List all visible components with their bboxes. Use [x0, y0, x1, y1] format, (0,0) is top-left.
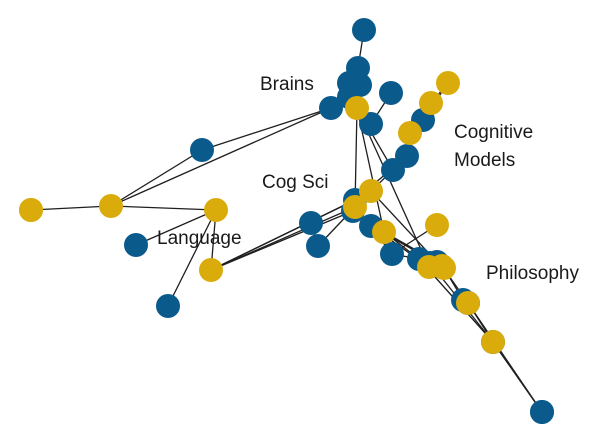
gold-node — [481, 330, 505, 354]
blue-node — [359, 112, 383, 136]
gold-node — [456, 291, 480, 315]
blue-node — [530, 400, 554, 424]
blue-node — [190, 138, 214, 162]
graph-edge — [30, 205, 112, 211]
graph-edge — [210, 199, 356, 271]
gold-node — [99, 194, 123, 218]
blue-node — [352, 18, 376, 42]
graph-edge — [210, 210, 354, 271]
graph-edge — [167, 209, 217, 307]
gold-node — [425, 213, 449, 237]
gold-node — [199, 258, 223, 282]
blue-node — [379, 81, 403, 105]
gold-node — [345, 96, 369, 120]
gold-node — [436, 71, 460, 95]
blue-node — [156, 294, 180, 318]
gold-node — [204, 198, 228, 222]
graph-edge — [110, 107, 332, 207]
blue-node — [381, 158, 405, 182]
blue-node — [306, 234, 330, 258]
blue-node — [380, 242, 404, 266]
graph-edge — [110, 205, 217, 211]
blue-node — [299, 211, 323, 235]
label-cog-sci: Cog Sci — [262, 172, 329, 193]
gold-node — [359, 179, 383, 203]
gold-node — [430, 254, 454, 278]
gold-node — [343, 195, 367, 219]
blue-node — [319, 96, 343, 120]
label-brains: Brains — [260, 74, 314, 95]
label-language: Language — [157, 228, 242, 249]
blue-node — [124, 233, 148, 257]
node-layer — [19, 18, 554, 424]
graph-edge — [110, 149, 203, 207]
label-layer: Brains Cognitive Models Cog Sci Language… — [157, 74, 579, 284]
gold-node — [372, 220, 396, 244]
gold-node — [419, 91, 443, 115]
label-models: Models — [454, 150, 515, 171]
gold-node — [19, 198, 43, 222]
gold-node — [398, 121, 422, 145]
label-cognitive: Cognitive — [454, 122, 533, 143]
graph-edge — [492, 341, 543, 413]
graph-edge — [135, 209, 217, 246]
label-philosophy: Philosophy — [486, 263, 579, 284]
graph-edge — [201, 107, 332, 151]
